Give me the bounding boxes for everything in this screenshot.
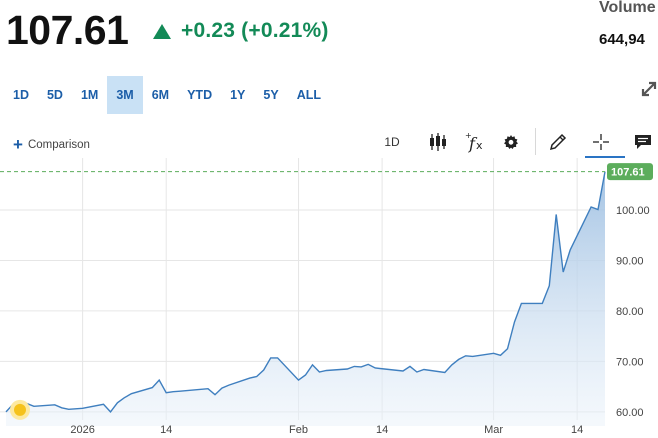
x-tick-label: Feb [289, 424, 308, 436]
interval-selector[interactable]: 1D [380, 128, 404, 156]
range-tab-1d[interactable]: 1D [13, 88, 29, 102]
expand-icon[interactable] [640, 80, 658, 98]
settings-button[interactable] [501, 128, 521, 156]
last-price-tag: 107.61 [607, 163, 653, 181]
volume-value: 644,94 [599, 31, 645, 48]
x-axis: 2026 14 Feb 14 Mar 14 [70, 424, 583, 436]
volume-label: Volume [599, 0, 656, 16]
pencil-icon [549, 133, 567, 151]
x-tick-label: 14 [376, 424, 388, 436]
x-tick-label: Mar [484, 424, 503, 436]
drawing-button[interactable] [547, 128, 569, 156]
range-tab-5y[interactable]: 5Y [263, 88, 279, 102]
price-change: +0.23 (+0.21%) [153, 17, 329, 45]
x-tick-label: 14 [571, 424, 583, 436]
y-tick-label: 100.00 [616, 205, 650, 217]
svg-text:x: x [476, 139, 483, 152]
price-chart[interactable]: 60.00 70.00 80.00 90.00 100.00 2026 14 Feb 14 Ma… [0, 158, 658, 438]
up-arrow-icon [153, 23, 171, 39]
y-tick-label: 70.00 [616, 356, 644, 368]
range-tab-1m[interactable]: 1M [80, 88, 99, 102]
comment-icon [635, 135, 651, 149]
gear-icon [504, 135, 518, 149]
last-price-tag-value: 107.61 [611, 167, 645, 179]
interval-label: 1D [384, 135, 400, 149]
plus-icon: + [13, 135, 23, 154]
range-tab-1y[interactable]: 1Y [230, 88, 246, 102]
y-tick-label: 80.00 [616, 306, 644, 318]
y-tick-label: 90.00 [616, 255, 644, 267]
svg-text:f: f [468, 134, 478, 153]
range-tab-6m[interactable]: 6M [151, 88, 170, 102]
y-axis: 60.00 70.00 80.00 90.00 100.00 [616, 205, 650, 419]
svg-text:+: + [465, 131, 472, 140]
start-marker-dot [14, 403, 26, 416]
chart-type-button[interactable] [427, 128, 449, 156]
price-change-value: +0.23 (+0.21%) [181, 19, 329, 42]
function-icon: + f x [465, 131, 483, 153]
range-tab-3m[interactable]: 3M [107, 76, 143, 114]
studies-button[interactable]: + f x [463, 128, 487, 156]
range-tab-all[interactable]: ALL [296, 88, 321, 102]
time-range-tabs: 1D 5D 1M 3M 6M YTD 1Y 5Y ALL [4, 76, 330, 114]
candlestick-icon [430, 133, 446, 151]
crosshair-icon [593, 134, 609, 150]
range-tab-5d[interactable]: 5D [46, 88, 63, 102]
comment-button[interactable] [632, 128, 654, 156]
last-price: 107.61 [6, 7, 129, 53]
crosshair-active-indicator [585, 156, 625, 158]
start-point-marker [10, 399, 30, 420]
x-tick-label: 2026 [70, 424, 94, 436]
comparison-button[interactable]: + Comparison [13, 136, 90, 154]
crosshair-button[interactable] [591, 128, 611, 156]
x-tick-label: 14 [160, 424, 172, 436]
comparison-label: Comparison [27, 139, 90, 151]
y-tick-label: 60.00 [616, 407, 644, 419]
price-line [5, 171, 606, 413]
toolbar-divider [535, 128, 536, 155]
range-tab-ytd[interactable]: YTD [187, 88, 213, 102]
